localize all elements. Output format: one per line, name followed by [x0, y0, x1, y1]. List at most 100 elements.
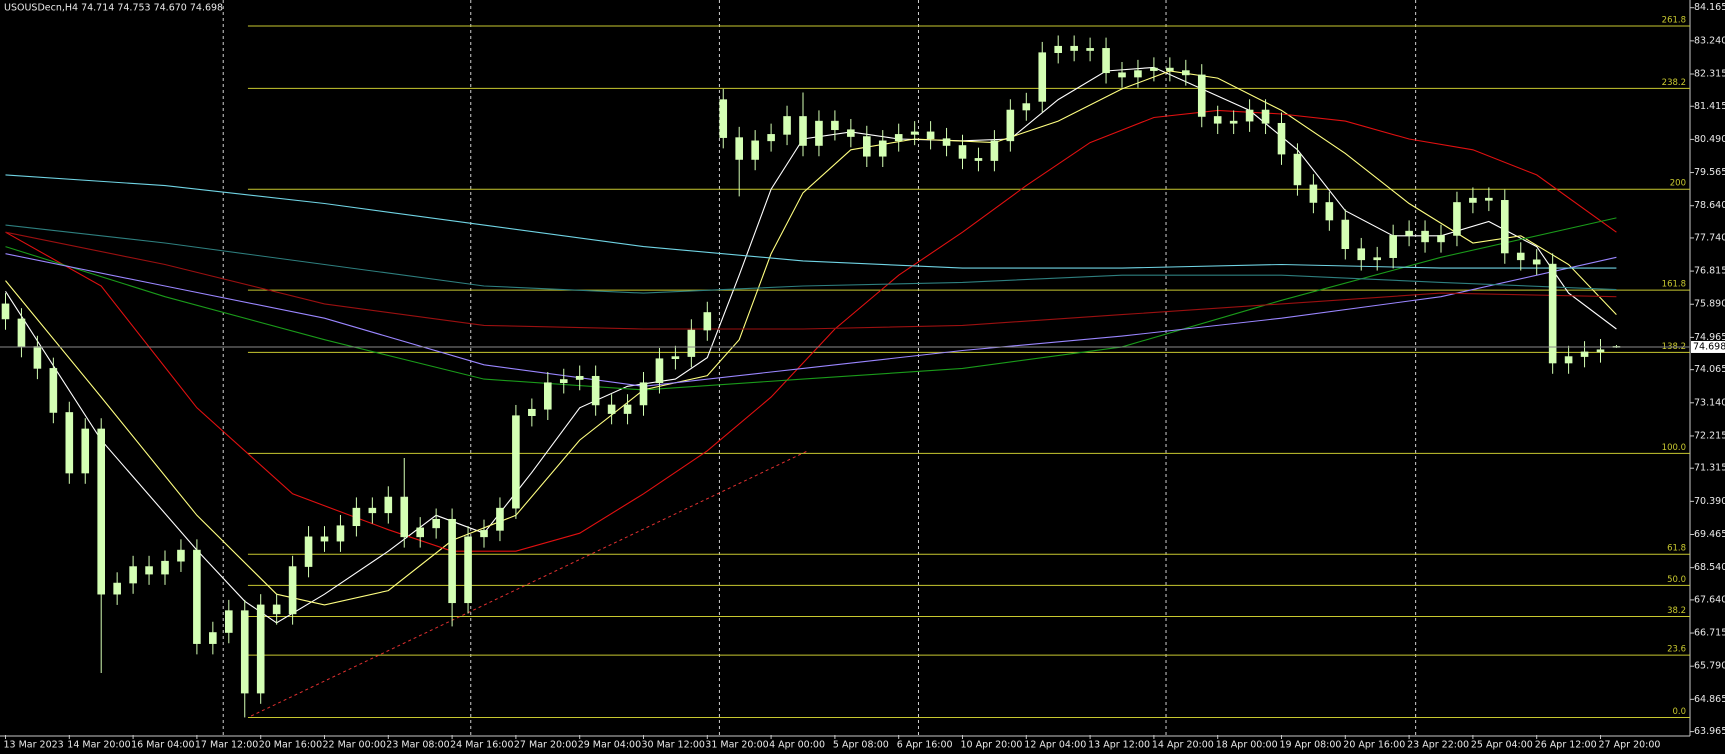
fibo-label: 38.2 [1667, 606, 1686, 616]
candle-body [767, 134, 775, 142]
candle-body [1086, 48, 1094, 51]
moving-average [5, 253, 1617, 387]
moving-average [5, 224, 1617, 294]
y-tick-label: 70.390 [1694, 496, 1725, 507]
candle-body [735, 137, 744, 160]
candle-body [1197, 74, 1206, 117]
candle-body [400, 496, 409, 538]
candle-body [49, 368, 58, 413]
candle-body [528, 408, 536, 416]
x-tick-label: 20 Mar 16:00 [259, 740, 322, 751]
candle-body [1437, 235, 1445, 243]
candle-body [225, 610, 233, 633]
candle-body [1293, 153, 1302, 186]
candle-body [17, 318, 26, 347]
x-tick-label: 29 Mar 04:00 [578, 740, 641, 751]
candle-body [97, 428, 105, 595]
y-tick-label: 66.715 [1694, 628, 1725, 639]
candle-body [1, 303, 10, 320]
candle-body [336, 525, 345, 542]
x-tick-label: 6 Apr 16:00 [897, 740, 953, 751]
candle-body [1261, 109, 1270, 124]
trendline [250, 450, 809, 717]
candle-body [1516, 252, 1525, 261]
fibo-label: 23.6 [1667, 645, 1686, 655]
x-tick-label: 27 Mar 20:00 [514, 740, 577, 751]
candle-body [1469, 197, 1477, 203]
candle-body [496, 507, 504, 531]
candle-body [1501, 200, 1509, 254]
candle-body [783, 116, 791, 135]
candle-body [1453, 202, 1461, 236]
candle-body [161, 560, 169, 575]
candle-body [687, 329, 696, 357]
current-price-box [1691, 340, 1725, 353]
candle-body [1006, 109, 1015, 142]
candle-body [464, 536, 472, 604]
candle-body [1245, 109, 1254, 122]
y-tick-label: 77.740 [1694, 232, 1725, 243]
candle-body [926, 131, 935, 139]
candle-body [512, 415, 520, 509]
candle-body [751, 140, 759, 160]
candle-body [1277, 122, 1286, 155]
fibo-label: 200 [1670, 179, 1686, 189]
candle-body [1357, 248, 1366, 261]
candle-body [719, 99, 728, 138]
candle-body [65, 412, 74, 474]
candle-body [1118, 72, 1126, 78]
candle-body [910, 131, 919, 135]
candle-body [862, 136, 871, 157]
y-tick-label: 73.140 [1694, 397, 1725, 408]
moving-average [5, 70, 1617, 606]
y-tick-label: 83.240 [1694, 35, 1725, 46]
candle-body [240, 610, 249, 694]
x-tick-label: 13 Apr 12:00 [1088, 740, 1150, 751]
x-tick-label: 5 Apr 08:00 [833, 740, 889, 751]
moving-average [5, 109, 1617, 552]
y-tick-label: 74.065 [1694, 364, 1725, 375]
x-tick-label: 19 Apr 08:00 [1280, 740, 1342, 751]
candle-body [1150, 67, 1158, 71]
y-tick-label: 84.165 [1694, 2, 1725, 13]
candle-body [480, 530, 488, 538]
candle-body [1022, 103, 1031, 111]
x-tick-label: 13 Mar 2023 [4, 740, 64, 751]
x-tick-label: 17 Mar 12:00 [195, 740, 258, 751]
candle-body [256, 604, 265, 694]
candle-body [847, 129, 855, 137]
y-tick-label: 76.815 [1694, 266, 1725, 277]
x-tick-label: 26 Apr 12:00 [1535, 740, 1597, 751]
candle-body [1580, 351, 1589, 357]
candle-body [974, 158, 983, 161]
fibo-label: 61.8 [1667, 544, 1686, 554]
fibo-label: 161.8 [1662, 280, 1686, 290]
moving-average [5, 231, 1617, 330]
candle-body [1564, 356, 1573, 364]
candle-body [639, 382, 648, 406]
candle-body [432, 518, 440, 529]
candle-body [448, 518, 456, 604]
candle-body [193, 549, 201, 644]
x-tick-label: 4 Apr 00:00 [769, 740, 825, 751]
x-tick-label: 12 Apr 04:00 [1024, 740, 1086, 751]
candle-body [623, 404, 632, 414]
candle-body [1070, 45, 1078, 51]
candle-body [990, 140, 999, 161]
x-tick-label: 20 Apr 16:00 [1343, 740, 1405, 751]
y-tick-label: 67.640 [1694, 594, 1725, 605]
candle-body [1596, 349, 1605, 353]
y-tick-label: 81.415 [1694, 101, 1725, 112]
candle-body [1102, 48, 1110, 74]
candle-body [113, 582, 121, 595]
candle-body [1229, 120, 1238, 124]
candle-body [416, 527, 425, 538]
candle-body [591, 375, 600, 406]
candle-body [671, 356, 680, 360]
y-tick-label: 80.490 [1694, 134, 1725, 145]
x-tick-label: 27 Apr 20:00 [1599, 740, 1661, 751]
candle-body [129, 566, 137, 584]
x-tick-label: 23 Mar 08:00 [386, 740, 449, 751]
candle-body [1532, 259, 1541, 265]
